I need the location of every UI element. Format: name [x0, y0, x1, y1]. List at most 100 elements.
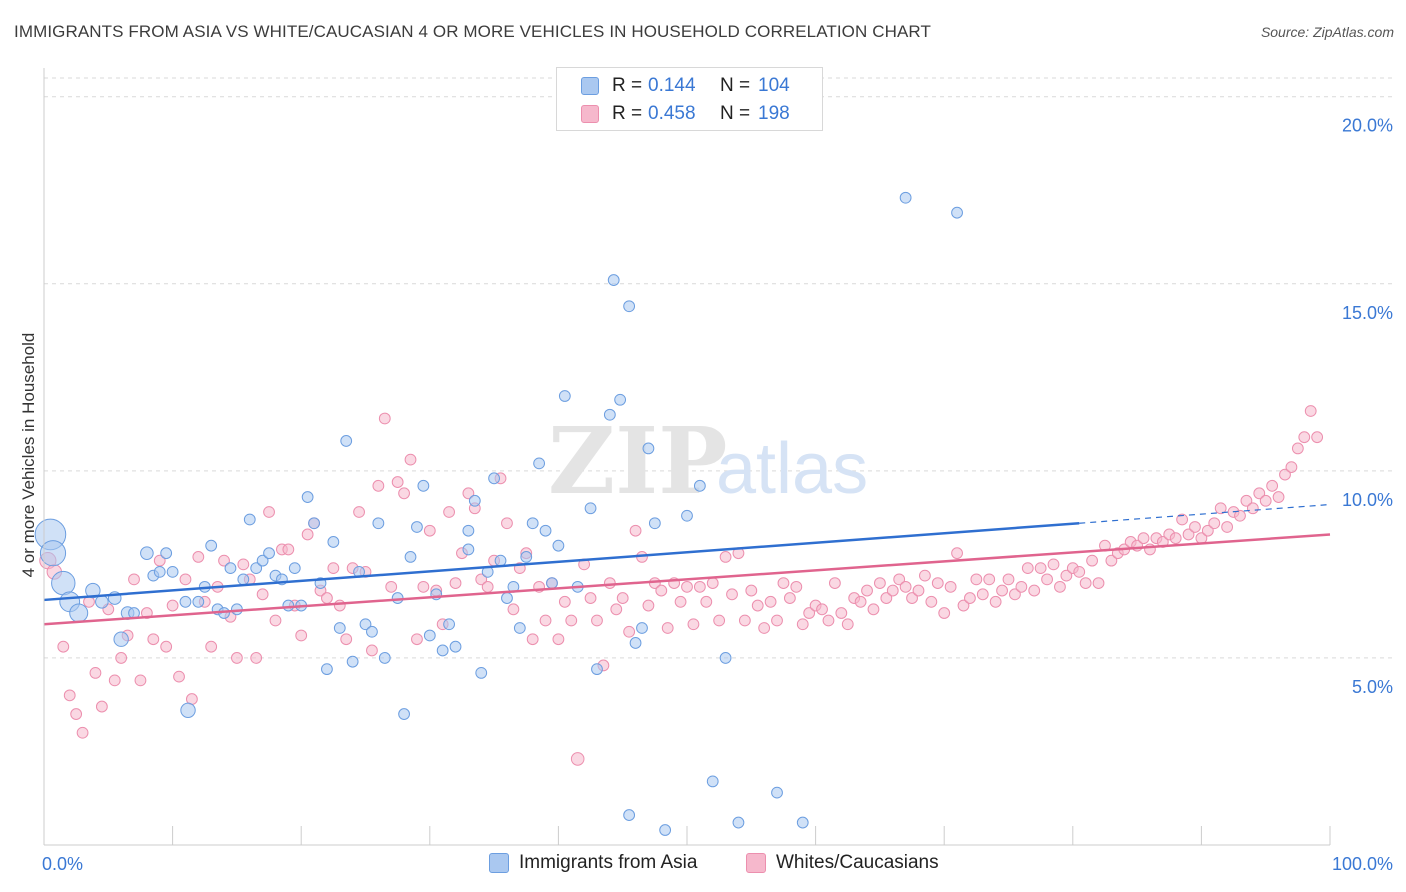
n-value: 198 — [758, 103, 790, 124]
n-label: N = — [720, 75, 751, 96]
whites-data-point — [880, 592, 893, 604]
whites-data-point — [1240, 494, 1253, 507]
asia-data-point — [327, 536, 340, 548]
whites-data-point — [764, 595, 777, 608]
whites-data-point — [693, 580, 706, 593]
whites-data-point — [76, 726, 89, 739]
whites-data-point — [134, 674, 147, 687]
whites-data-point — [681, 580, 693, 593]
whites-data-point — [706, 577, 719, 589]
whites-data-point — [250, 652, 263, 664]
whites-data-point — [603, 577, 616, 589]
whites-data-point — [539, 614, 552, 627]
whites-data-point — [1291, 442, 1304, 455]
whites-data-point — [1009, 588, 1021, 601]
whites-legend-swatch — [746, 853, 766, 873]
asia-data-point — [321, 663, 333, 676]
whites-data-point — [449, 577, 462, 589]
whites-data-point — [256, 588, 269, 601]
whites-data-point — [629, 524, 642, 537]
asia-data-point — [39, 540, 67, 567]
asia-data-point — [85, 582, 101, 599]
asia-data-point — [359, 618, 372, 631]
whites-data-point — [1015, 580, 1028, 593]
legend-label-asia: Immigrants from Asia — [519, 852, 698, 873]
whites-data-point — [443, 506, 455, 518]
whites-data-point — [70, 708, 83, 720]
whites-data-point — [790, 580, 803, 593]
whites-data-point — [925, 595, 938, 608]
asia-data-point — [301, 491, 314, 503]
legend-item-whites[interactable]: Whites/Caucasians — [746, 852, 939, 874]
n-label: N = — [720, 103, 751, 124]
whites-data-point — [674, 595, 687, 608]
asia-data-point — [250, 562, 263, 575]
whites-data-point — [1259, 494, 1272, 507]
asia-data-point — [113, 631, 129, 647]
whites-data-point — [558, 595, 571, 608]
whites-data-point — [1253, 487, 1266, 500]
whites-data-point — [340, 633, 353, 646]
whites-data-point — [931, 577, 944, 589]
whites-data-point — [976, 588, 989, 601]
whites-data-point — [912, 584, 925, 597]
asia-data-point — [539, 524, 552, 537]
asia-data-point — [372, 517, 385, 530]
whites-data-point — [1298, 431, 1311, 444]
x-tick-label-max: 100.0% — [1332, 854, 1393, 874]
whites-data-point — [1304, 405, 1317, 417]
asia-data-point — [659, 824, 672, 836]
whites-data-point — [822, 614, 835, 627]
whites-data-point — [385, 580, 398, 593]
whites-data-point — [1079, 577, 1092, 589]
watermark-zip: ZIP — [548, 407, 727, 515]
asia-data-point — [732, 816, 745, 829]
asia-data-point — [462, 524, 475, 537]
whites-data-point — [404, 453, 417, 466]
whites-data-point — [610, 603, 623, 616]
source-label: Source: ZipAtlas.com — [1260, 24, 1394, 40]
whites-data-point — [1266, 479, 1279, 492]
asia-data-point — [488, 472, 501, 485]
asia-data-point — [366, 625, 378, 638]
whites-data-point — [970, 573, 983, 586]
whites-trend-line — [43, 533, 1331, 626]
whites-data-point — [1105, 554, 1118, 567]
series-legend: Immigrants from Asia Whites/Caucasians — [0, 852, 1406, 878]
asia-data-point — [614, 393, 627, 406]
whites-data-point — [1086, 554, 1098, 567]
stats-row-asia: R = 0.144 N = 104 — [581, 73, 790, 99]
whites-data-point — [1182, 528, 1195, 541]
asia-swatch — [581, 77, 599, 95]
whites-data-point — [321, 592, 333, 604]
asia-data-point — [693, 479, 706, 492]
whites-data-point — [115, 652, 128, 664]
whites-data-point — [867, 603, 880, 616]
x-tick-label-min: 0.0% — [42, 854, 83, 874]
whites-data-point — [128, 573, 140, 586]
whites-data-point — [1176, 513, 1189, 526]
whites-data-point — [475, 573, 488, 586]
y-tick-label: 20.0% — [1342, 116, 1393, 136]
legend-item-asia[interactable]: Immigrants from Asia — [489, 852, 697, 874]
whites-data-point — [1214, 502, 1227, 515]
whites-data-point — [700, 595, 713, 608]
whites-data-point — [423, 524, 436, 537]
whites-data-point — [687, 618, 700, 631]
whites-data-point — [263, 506, 275, 518]
whites-data-point — [899, 580, 912, 593]
asia-data-point — [796, 816, 809, 829]
asia-data-point — [263, 547, 275, 560]
whites-data-point — [616, 592, 629, 604]
whites-data-point — [205, 640, 218, 653]
whites-data-point — [1201, 524, 1214, 537]
whites-data-point — [713, 614, 726, 627]
asia-data-point — [462, 543, 475, 556]
asia-data-point — [179, 595, 192, 608]
whites-data-point — [1034, 562, 1047, 575]
whites-data-point — [333, 599, 346, 612]
whites-data-point — [552, 633, 565, 646]
asia-data-point — [636, 622, 648, 634]
asia-data-point — [623, 300, 636, 313]
